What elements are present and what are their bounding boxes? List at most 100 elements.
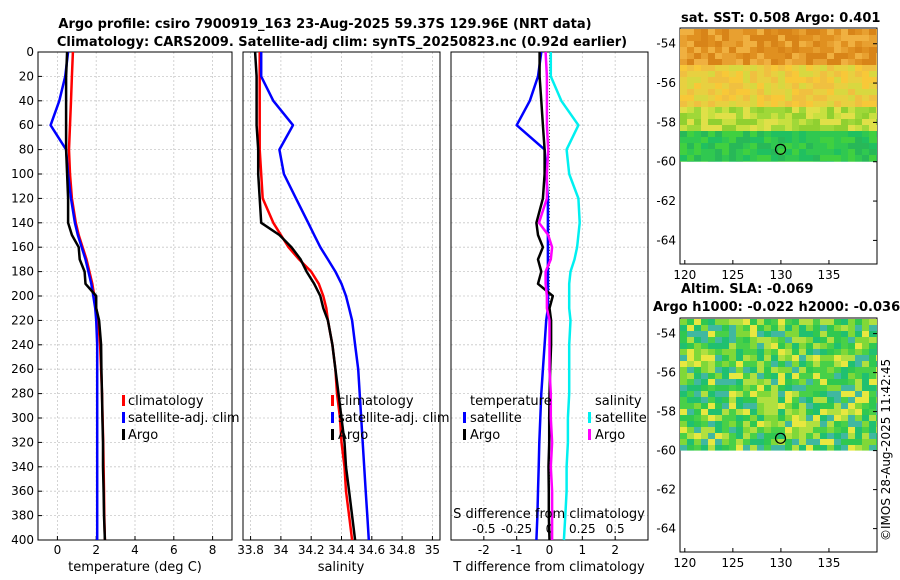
map-cell bbox=[869, 101, 876, 107]
map-cell bbox=[722, 343, 729, 349]
map-cell bbox=[785, 77, 792, 83]
map-cell bbox=[701, 355, 708, 361]
map-cell bbox=[687, 125, 694, 131]
map-cell bbox=[701, 349, 708, 355]
map-cell bbox=[799, 385, 806, 391]
map-cell bbox=[694, 439, 701, 445]
map-cell bbox=[736, 77, 743, 83]
map-cell bbox=[820, 125, 827, 131]
map-cell bbox=[771, 77, 778, 83]
map-cell bbox=[736, 149, 743, 155]
map-cell bbox=[855, 331, 862, 337]
map-cell bbox=[694, 385, 701, 391]
map-cell bbox=[792, 367, 799, 373]
map-cell bbox=[785, 325, 792, 331]
map-cell bbox=[855, 421, 862, 427]
map-cell bbox=[715, 403, 722, 409]
map-cell bbox=[771, 337, 778, 343]
argo-line bbox=[253, 51, 357, 541]
map-cell bbox=[862, 367, 869, 373]
map-cell bbox=[757, 125, 764, 131]
map-cell bbox=[701, 161, 708, 162]
map-cell bbox=[848, 415, 855, 421]
map-cell bbox=[708, 391, 715, 397]
map-cell bbox=[771, 355, 778, 361]
map-cell bbox=[722, 107, 729, 113]
x-tick-label: 0 bbox=[54, 543, 62, 557]
map-cell bbox=[764, 41, 771, 47]
map-cell bbox=[715, 35, 722, 41]
legend-swatch-t-satellite bbox=[463, 412, 466, 423]
map-cell bbox=[764, 125, 771, 131]
map-cell bbox=[722, 53, 729, 59]
map-cell bbox=[729, 47, 736, 53]
map-cell bbox=[750, 65, 757, 71]
map-cell bbox=[680, 379, 687, 385]
map-cell bbox=[855, 137, 862, 143]
map-cell bbox=[701, 125, 708, 131]
map-cell bbox=[722, 113, 729, 119]
map-cell bbox=[701, 445, 708, 451]
map-cell bbox=[715, 41, 722, 47]
map-cell bbox=[680, 355, 687, 361]
map-cell bbox=[680, 349, 687, 355]
map-cell bbox=[687, 95, 694, 101]
map-cell bbox=[778, 137, 785, 143]
map-cell bbox=[855, 155, 862, 161]
map-cell bbox=[855, 385, 862, 391]
map-cell bbox=[743, 415, 750, 421]
map-cell bbox=[722, 155, 729, 161]
map-cell bbox=[827, 125, 834, 131]
map-cell bbox=[813, 403, 820, 409]
map-cell bbox=[743, 149, 750, 155]
map-cell bbox=[757, 331, 764, 337]
map-cell bbox=[778, 41, 785, 47]
map-cell bbox=[869, 331, 876, 337]
map-cell bbox=[701, 29, 708, 35]
map-cell bbox=[680, 433, 687, 439]
map-cell bbox=[778, 445, 785, 451]
map-cell bbox=[750, 415, 757, 421]
map-cell bbox=[708, 77, 715, 83]
map-cell bbox=[785, 59, 792, 65]
map-cell bbox=[708, 343, 715, 349]
map-cell bbox=[715, 427, 722, 433]
map-cell bbox=[771, 143, 778, 149]
map-cell bbox=[862, 415, 869, 421]
map-cell bbox=[869, 149, 876, 155]
map-cell bbox=[750, 47, 757, 53]
map-cell bbox=[694, 47, 701, 53]
x-tick-label: 34 bbox=[273, 543, 288, 557]
map-cell bbox=[841, 119, 848, 125]
map-cell bbox=[708, 397, 715, 403]
map-cell bbox=[778, 29, 785, 35]
map-cell bbox=[680, 337, 687, 343]
map-cell bbox=[862, 101, 869, 107]
map-cell bbox=[813, 155, 820, 161]
s-satellite-line bbox=[549, 52, 581, 541]
map-cell bbox=[799, 349, 806, 355]
map-cell bbox=[750, 361, 757, 367]
map-cell bbox=[813, 379, 820, 385]
map-cell bbox=[736, 403, 743, 409]
map-cell bbox=[722, 361, 729, 367]
map-cell bbox=[862, 77, 869, 83]
map-cell bbox=[855, 53, 862, 59]
argo-position-marker bbox=[774, 432, 787, 444]
map-cell bbox=[876, 101, 877, 107]
map-cell bbox=[750, 131, 757, 137]
map-cell bbox=[848, 355, 855, 361]
map-cell bbox=[729, 337, 736, 343]
map-cell bbox=[834, 125, 841, 131]
map-cell bbox=[687, 71, 694, 77]
map-cell bbox=[813, 59, 820, 65]
map-cell bbox=[708, 143, 715, 149]
map-cell bbox=[729, 445, 736, 451]
map-cell bbox=[701, 379, 708, 385]
sst-map-title: sat. SST: 0.508 Argo: 0.401 bbox=[681, 11, 880, 26]
legend-swatch-climatology bbox=[331, 395, 334, 406]
map-cell bbox=[820, 53, 827, 59]
map-cell bbox=[806, 47, 813, 53]
map-cell bbox=[680, 361, 687, 367]
map-cell bbox=[813, 143, 820, 149]
